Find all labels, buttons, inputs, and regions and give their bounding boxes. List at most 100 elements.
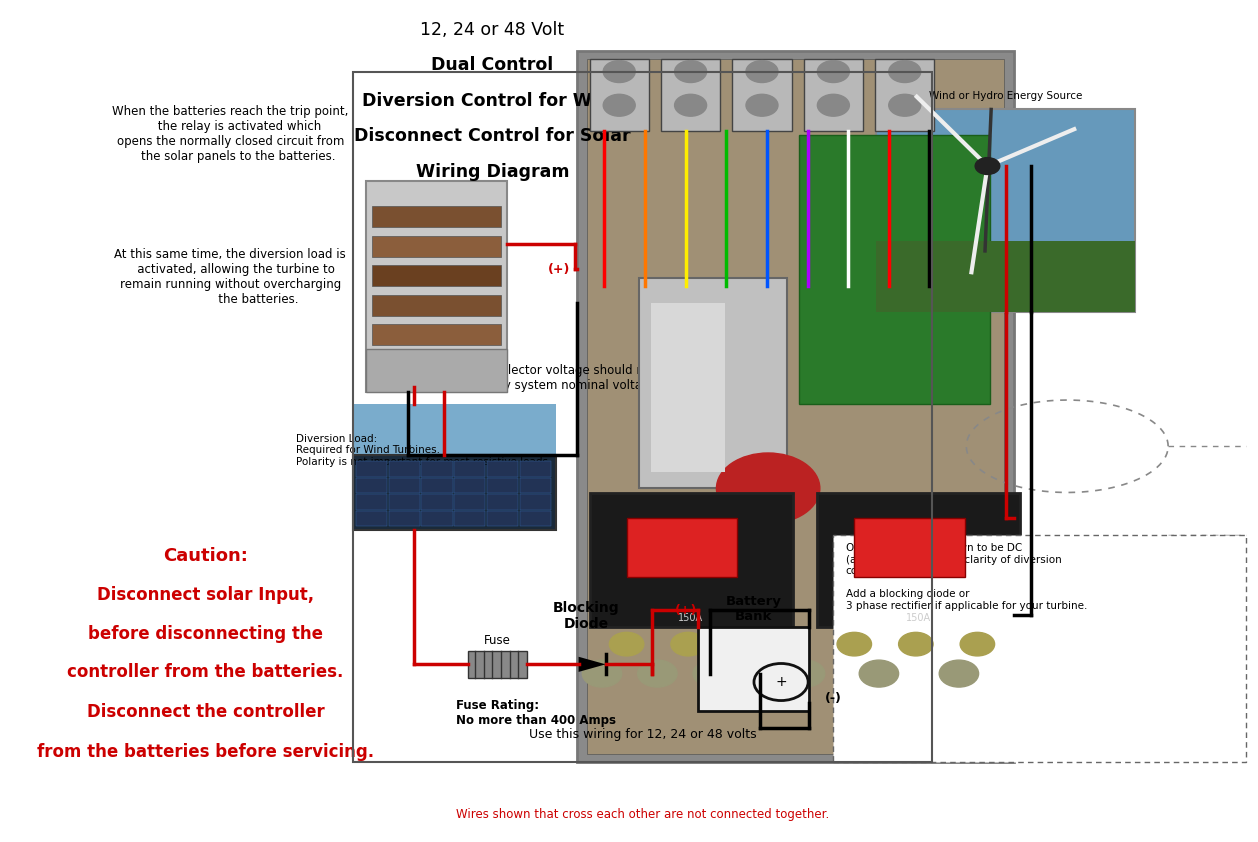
Text: When the batteries reach the trip point,
     the relay is activated which
opens: When the batteries reach the trip point,…: [112, 105, 348, 163]
Bar: [652, 303, 725, 472]
Bar: [487, 461, 518, 477]
Bar: [520, 461, 551, 477]
Circle shape: [859, 660, 898, 687]
Bar: [732, 59, 791, 131]
Text: Dual Control: Dual Control: [431, 56, 554, 74]
Text: Diversion Control for Wind: Diversion Control for Wind: [362, 92, 623, 109]
Text: Blocking
Diode: Blocking Diode: [552, 601, 619, 632]
Bar: [389, 494, 420, 509]
Bar: [454, 494, 486, 509]
Bar: [366, 181, 507, 392]
Circle shape: [785, 660, 825, 687]
Text: 150A: 150A: [906, 613, 931, 623]
Bar: [356, 511, 387, 526]
Circle shape: [674, 61, 707, 83]
Circle shape: [888, 61, 921, 83]
Bar: [577, 51, 1014, 762]
Text: Use this wiring for 12, 24 or 48 volts: Use this wiring for 12, 24 or 48 volts: [528, 728, 756, 741]
Circle shape: [818, 61, 849, 83]
Text: Diversion Load:
Required for Wind Turbines.
Polarity is not important for most r: Diversion Load: Required for Wind Turbin…: [296, 434, 547, 466]
Bar: [389, 477, 420, 493]
Circle shape: [604, 94, 635, 116]
Bar: [372, 206, 501, 227]
Bar: [468, 651, 527, 678]
Bar: [372, 295, 501, 316]
Bar: [353, 404, 556, 461]
Circle shape: [693, 660, 732, 687]
Text: from the batteries before servicing.: from the batteries before servicing.: [36, 743, 374, 761]
Bar: [353, 72, 932, 762]
Bar: [520, 511, 551, 526]
Circle shape: [717, 453, 820, 524]
Circle shape: [940, 660, 979, 687]
Circle shape: [888, 94, 921, 116]
Text: Wind or Hydro Energy Source: Wind or Hydro Energy Source: [928, 91, 1082, 101]
Bar: [876, 59, 935, 131]
Bar: [639, 278, 786, 488]
Text: +: +: [775, 675, 786, 689]
Bar: [487, 477, 518, 493]
Bar: [356, 477, 387, 493]
Bar: [372, 265, 501, 286]
Bar: [590, 493, 793, 627]
Text: (+): (+): [547, 263, 570, 276]
Text: Caution:: Caution:: [164, 547, 248, 565]
Bar: [799, 135, 990, 404]
Circle shape: [638, 660, 677, 687]
Bar: [804, 59, 863, 131]
Circle shape: [609, 632, 644, 656]
Bar: [520, 494, 551, 509]
Circle shape: [604, 61, 635, 83]
Text: Fuse: Fuse: [484, 634, 511, 647]
Text: Fuse Rating:
No more than 400 Amps: Fuse Rating: No more than 400 Amps: [455, 699, 615, 727]
Bar: [520, 477, 551, 493]
Bar: [421, 477, 453, 493]
Bar: [698, 627, 809, 711]
Circle shape: [746, 94, 777, 116]
Bar: [389, 511, 420, 526]
Text: (+): (+): [674, 604, 697, 617]
Bar: [356, 494, 387, 509]
Circle shape: [818, 94, 849, 116]
Bar: [587, 59, 1004, 754]
Text: controller from the batteries.: controller from the batteries.: [68, 663, 343, 681]
Polygon shape: [579, 657, 605, 672]
Text: 150A: 150A: [678, 613, 703, 623]
Text: Wiring Diagram: Wiring Diagram: [415, 163, 569, 180]
Bar: [353, 455, 556, 530]
Text: Battery
Bank: Battery Bank: [726, 595, 781, 623]
Text: 12, 24 or 48 Volt: 12, 24 or 48 Volt: [420, 21, 565, 39]
Circle shape: [671, 632, 706, 656]
Bar: [421, 494, 453, 509]
Bar: [454, 511, 486, 526]
Text: At this same time, the diversion load is
   activated, allowing the turbine to
r: At this same time, the diversion load is…: [114, 248, 346, 306]
Circle shape: [674, 94, 707, 116]
Bar: [877, 109, 1135, 312]
Circle shape: [746, 61, 777, 83]
Bar: [389, 461, 420, 477]
Bar: [833, 535, 1245, 762]
Bar: [421, 511, 453, 526]
Text: before disconnecting the: before disconnecting the: [88, 625, 323, 642]
Circle shape: [960, 632, 995, 656]
Bar: [421, 461, 453, 477]
Bar: [356, 461, 387, 477]
Bar: [877, 241, 1135, 312]
Circle shape: [898, 632, 933, 656]
Text: Wires shown that cross each other are not connected together.: Wires shown that cross each other are no…: [455, 808, 829, 821]
Bar: [372, 236, 501, 257]
Circle shape: [975, 157, 1000, 174]
Circle shape: [754, 663, 808, 701]
Bar: [660, 59, 720, 131]
Bar: [487, 494, 518, 509]
Text: Output of turbine shown to be DC
(after the rectifier) for clarity of diversion
: Output of turbine shown to be DC (after …: [845, 543, 1087, 611]
Text: Disconnect solar Input,: Disconnect solar Input,: [97, 586, 314, 604]
Text: Disconnect the controller: Disconnect the controller: [87, 703, 325, 721]
Text: (-): (-): [825, 692, 842, 706]
Bar: [454, 477, 486, 493]
Bar: [626, 518, 737, 577]
Text: Disconnect Control for Solar: Disconnect Control for Solar: [353, 127, 630, 145]
Bar: [854, 518, 965, 577]
Bar: [590, 59, 649, 131]
Bar: [818, 493, 1020, 627]
